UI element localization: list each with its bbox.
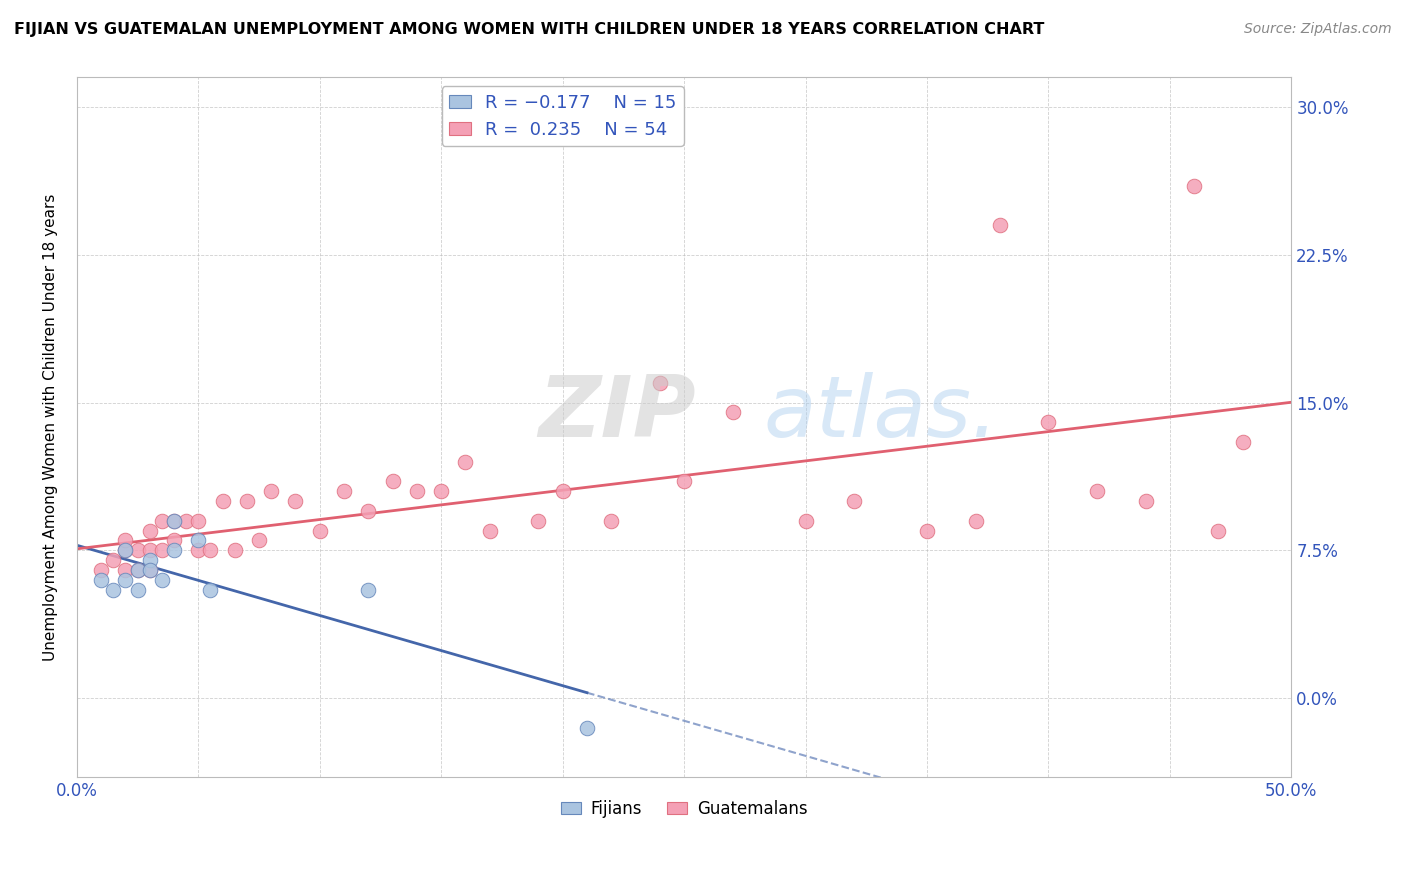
- Point: [406, 484, 429, 499]
- Point: [673, 475, 696, 489]
- Point: [138, 553, 160, 567]
- Point: [1085, 484, 1108, 499]
- Text: FIJIAN VS GUATEMALAN UNEMPLOYMENT AMONG WOMEN WITH CHILDREN UNDER 18 YEARS CORRE: FIJIAN VS GUATEMALAN UNEMPLOYMENT AMONG …: [14, 22, 1045, 37]
- Point: [138, 563, 160, 577]
- Point: [333, 484, 356, 499]
- Point: [200, 582, 222, 597]
- Point: [163, 514, 186, 528]
- Point: [430, 484, 453, 499]
- Point: [551, 484, 574, 499]
- Point: [527, 514, 550, 528]
- Point: [965, 514, 987, 528]
- Point: [163, 533, 186, 548]
- Point: [150, 573, 173, 587]
- Point: [1182, 178, 1205, 193]
- Point: [200, 543, 222, 558]
- Point: [721, 405, 744, 419]
- Point: [127, 582, 149, 597]
- Point: [114, 533, 136, 548]
- Point: [103, 582, 125, 597]
- Point: [163, 543, 186, 558]
- Point: [127, 563, 149, 577]
- Point: [114, 573, 136, 587]
- Point: [187, 543, 209, 558]
- Point: [150, 543, 173, 558]
- Point: [600, 514, 623, 528]
- Point: [794, 514, 817, 528]
- Legend: Fijians, Guatemalans: Fijians, Guatemalans: [554, 793, 814, 824]
- Point: [1135, 494, 1157, 508]
- Point: [357, 582, 380, 597]
- Point: [1232, 434, 1254, 449]
- Point: [454, 455, 477, 469]
- Point: [90, 573, 112, 587]
- Point: [90, 563, 112, 577]
- Point: [103, 553, 125, 567]
- Point: [260, 484, 283, 499]
- Point: [247, 533, 270, 548]
- Point: [187, 533, 209, 548]
- Point: [842, 494, 865, 508]
- Text: Source: ZipAtlas.com: Source: ZipAtlas.com: [1244, 22, 1392, 37]
- Point: [114, 563, 136, 577]
- Point: [381, 475, 404, 489]
- Point: [575, 721, 598, 735]
- Point: [1208, 524, 1230, 538]
- Point: [224, 543, 246, 558]
- Point: [138, 524, 160, 538]
- Point: [915, 524, 938, 538]
- Point: [284, 494, 307, 508]
- Point: [236, 494, 259, 508]
- Point: [138, 543, 160, 558]
- Point: [478, 524, 501, 538]
- Point: [150, 514, 173, 528]
- Text: ZIP: ZIP: [538, 372, 696, 455]
- Point: [187, 514, 209, 528]
- Point: [357, 504, 380, 518]
- Point: [127, 543, 149, 558]
- Y-axis label: Unemployment Among Women with Children Under 18 years: Unemployment Among Women with Children U…: [44, 194, 58, 661]
- Point: [988, 218, 1011, 232]
- Text: atlas.: atlas.: [763, 372, 998, 455]
- Point: [114, 543, 136, 558]
- Point: [1038, 415, 1060, 429]
- Point: [114, 543, 136, 558]
- Point: [163, 514, 186, 528]
- Point: [127, 563, 149, 577]
- Point: [174, 514, 197, 528]
- Point: [211, 494, 233, 508]
- Point: [648, 376, 671, 390]
- Point: [138, 563, 160, 577]
- Point: [308, 524, 330, 538]
